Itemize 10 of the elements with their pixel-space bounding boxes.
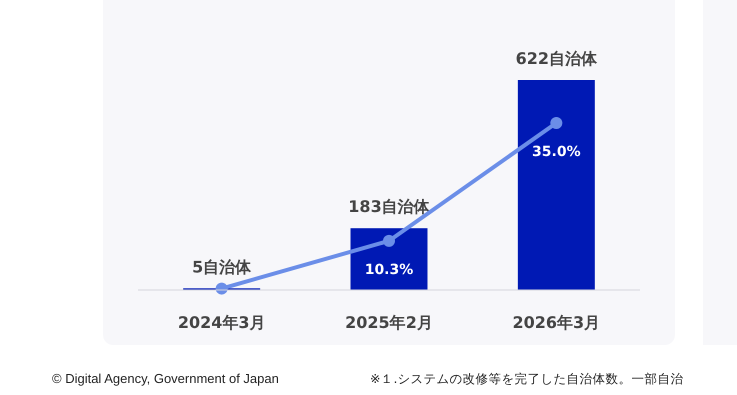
data-label: 622自治体 <box>516 49 598 68</box>
data-label: 183自治体 <box>348 197 431 216</box>
x-tick-label: 2026年3月 <box>512 313 600 332</box>
data-label: 35.0% <box>532 144 581 160</box>
x-tick-label: 2025年2月 <box>345 313 433 332</box>
data-label: 10.3% <box>364 262 414 278</box>
text: © Digital Agency, Government of Japan <box>52 371 279 386</box>
data-label: 5自治体 <box>192 257 252 276</box>
text: ※１.システムの改修等を完了した自治体数。一部自治 <box>370 371 684 386</box>
x-tick-label: 2024年3月 <box>178 313 266 332</box>
